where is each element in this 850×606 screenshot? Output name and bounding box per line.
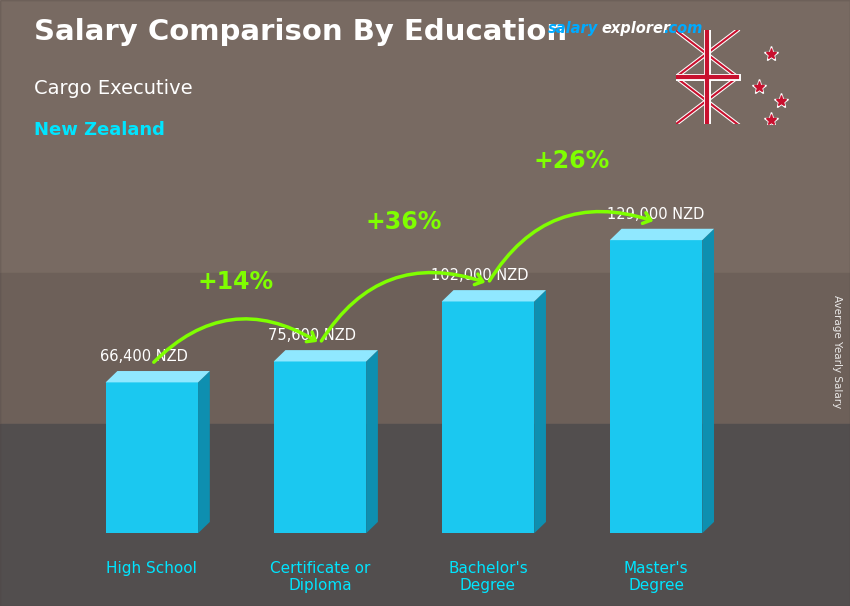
- Bar: [0, 0, 850, 273]
- Polygon shape: [442, 290, 546, 302]
- Text: Master's
Degree: Master's Degree: [624, 561, 688, 593]
- Polygon shape: [366, 350, 378, 533]
- Text: salary: salary: [548, 21, 598, 36]
- Polygon shape: [534, 290, 546, 533]
- Text: +36%: +36%: [366, 210, 442, 234]
- Text: Cargo Executive: Cargo Executive: [34, 79, 193, 98]
- Bar: [609, 240, 702, 533]
- Bar: [0, 273, 850, 424]
- Bar: [0, 424, 850, 606]
- Polygon shape: [105, 371, 210, 382]
- Text: Average Yearly Salary: Average Yearly Salary: [832, 295, 842, 408]
- Polygon shape: [274, 350, 378, 361]
- Bar: [442, 302, 534, 533]
- Polygon shape: [702, 228, 714, 533]
- Text: 75,600 NZD: 75,600 NZD: [268, 328, 355, 343]
- Text: Certificate or
Diploma: Certificate or Diploma: [269, 561, 370, 593]
- Text: Bachelor's
Degree: Bachelor's Degree: [448, 561, 528, 593]
- Text: explorer: explorer: [602, 21, 671, 36]
- Polygon shape: [198, 371, 210, 533]
- Text: New Zealand: New Zealand: [34, 121, 165, 139]
- Text: 102,000 NZD: 102,000 NZD: [431, 268, 529, 283]
- Text: +14%: +14%: [198, 270, 274, 294]
- Text: 129,000 NZD: 129,000 NZD: [608, 207, 705, 222]
- Polygon shape: [609, 228, 714, 240]
- Text: Salary Comparison By Education: Salary Comparison By Education: [34, 18, 567, 46]
- Text: +26%: +26%: [534, 148, 610, 173]
- Bar: [274, 361, 366, 533]
- Bar: [105, 382, 198, 533]
- Text: High School: High School: [106, 561, 197, 576]
- Text: 66,400 NZD: 66,400 NZD: [99, 349, 187, 364]
- Text: .com: .com: [663, 21, 702, 36]
